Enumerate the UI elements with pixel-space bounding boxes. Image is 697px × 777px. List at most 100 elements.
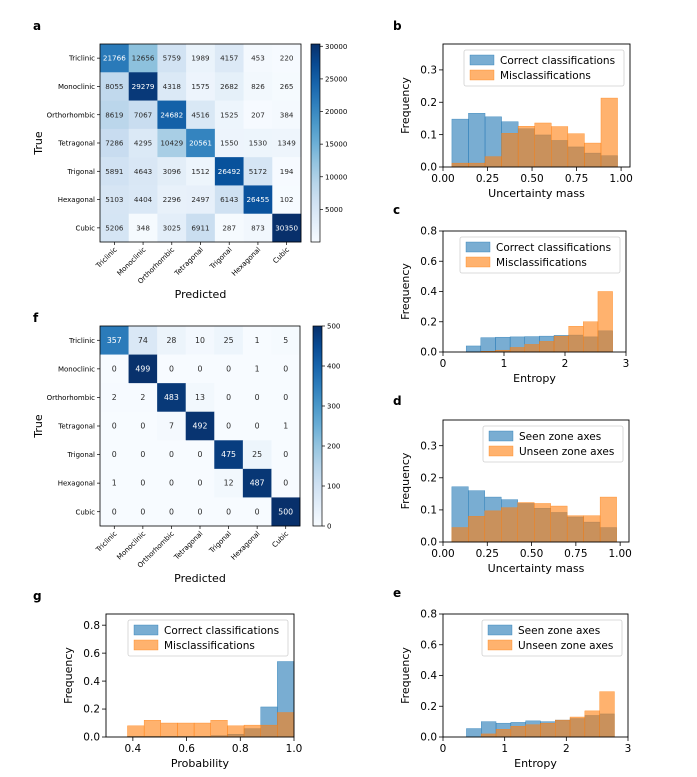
heatmap-cell — [100, 326, 129, 355]
x-tick-label: 1.0 — [286, 743, 303, 755]
cell-value: 1575 — [191, 82, 209, 91]
x-tick-label: 0.75 — [565, 173, 588, 185]
heatmap-cell — [128, 44, 158, 73]
histogram-bar — [597, 291, 613, 353]
heatmap-cell — [128, 72, 158, 101]
histogram-d: 0.00 0.25 0.50 0.75 1.00 0.0 0.1 0.2 0.3 Uncertai… — [399, 419, 632, 575]
cell-value: 1 — [112, 479, 117, 488]
heatmap-cell — [243, 44, 273, 73]
cell-value: 10429 — [160, 139, 183, 148]
y-tick-label: Monoclinic — [58, 365, 95, 373]
confusion-matrix-a: 21766 12656 5759 1989 4157 453 220 8055 29279 431… — [32, 43, 347, 301]
cell-value: 453 — [251, 54, 265, 63]
heatmap-cell — [100, 128, 130, 158]
y-tick-label: 0.4 — [420, 286, 437, 298]
y-tick-label: 0.2 — [420, 701, 437, 713]
legend-swatch — [487, 639, 513, 651]
y-axis-label: Frequency — [399, 452, 412, 509]
cell-value: 2497 — [191, 195, 209, 204]
cell-value: 0 — [198, 364, 203, 373]
heatmap-cell — [242, 383, 272, 413]
cell-value: 0 — [198, 450, 203, 459]
cell-value: 1550 — [220, 139, 239, 148]
heatmap-cell — [243, 213, 273, 243]
cell-value: 1989 — [191, 54, 210, 63]
histogram-bar — [501, 507, 518, 543]
heatmap-cell — [157, 411, 187, 441]
cell-value: 0 — [112, 364, 117, 373]
histogram-bar — [127, 725, 145, 738]
x-tick-label: 2 — [563, 743, 570, 755]
heatmap-cell — [243, 157, 273, 186]
heatmap-cell — [214, 72, 244, 101]
cell-value: 4516 — [191, 110, 210, 119]
legend-swatch — [488, 430, 514, 442]
heatmap-cell — [214, 497, 244, 527]
cell-value: 7286 — [105, 139, 124, 148]
x-tick-label: Cubic — [271, 530, 291, 550]
y-tick-label: 0.1 — [420, 505, 437, 517]
heatmap-cell — [271, 326, 301, 355]
heatmap-cell — [214, 44, 244, 73]
legend: Correct classifications Misclassification… — [127, 619, 289, 657]
histogram-bar — [583, 515, 601, 543]
x-axis-label: Uncertainty mass — [488, 187, 585, 200]
heatmap-cell — [100, 383, 129, 413]
legend: Correct classifications Misclassification… — [459, 236, 621, 274]
heatmap-cell — [272, 213, 302, 243]
cell-value: 0 — [169, 479, 174, 488]
cell-value: 0 — [112, 422, 117, 431]
y-tick-label: Cubic — [75, 224, 95, 232]
x-tick-label: Cubic — [272, 246, 292, 266]
histogram-bar — [227, 725, 245, 738]
panel-label-c: c — [393, 203, 400, 217]
heatmap-cell — [185, 383, 215, 413]
x-tick-label: 0.25 — [476, 548, 499, 560]
cell-value: 30350 — [275, 223, 298, 232]
colorbar-tick-label: 500 — [327, 323, 340, 331]
histogram-bar — [481, 733, 497, 738]
y-tick-label: 0.4 — [420, 670, 437, 682]
histogram-bar — [510, 726, 526, 738]
heatmap-cell — [128, 185, 158, 215]
histogram-bar — [567, 133, 585, 168]
cell-value: 5103 — [105, 195, 123, 204]
heatmap-cell — [157, 157, 187, 186]
cell-value: 1349 — [277, 139, 296, 148]
panel-label-e: e — [393, 586, 401, 600]
cell-value: 0 — [255, 422, 260, 431]
heatmap-cell — [242, 411, 272, 441]
cell-value: 2296 — [163, 195, 182, 204]
y-axis-label: True — [32, 414, 45, 439]
y-tick-label: 0.0 — [420, 732, 437, 744]
panel-label-a: a — [33, 19, 41, 33]
cell-value: 0 — [198, 507, 203, 516]
legend-box — [481, 619, 623, 657]
heatmap-cell — [100, 213, 130, 243]
heatmap-cell — [272, 157, 302, 186]
histogram-g: 0.4 0.6 0.8 1.00.00.20.40.60.8ProbabilityFr… — [62, 613, 303, 770]
histogram-bar — [468, 162, 486, 168]
histogram-c: 0 1 2 3 0.0 0.2 0.4 0.6 0.8 Entropy Frequency Corre… — [399, 226, 629, 385]
histogram-bar — [550, 505, 568, 543]
heatmap-cell — [100, 157, 130, 186]
y-tick-label: 0.6 — [83, 648, 100, 660]
histogram-bar — [525, 724, 541, 738]
x-axis-label: Entropy — [514, 757, 557, 770]
y-axis-label: Frequency — [399, 77, 412, 134]
histogram-bar — [468, 516, 486, 543]
histogram-bar — [568, 326, 584, 353]
y-tick-label: Trigonal — [67, 168, 96, 176]
axes-frame — [105, 613, 295, 738]
x-tick-label: 2 — [562, 358, 569, 370]
legend: Correct classifications Misclassification… — [463, 49, 625, 87]
y-tick-label: Trigonal — [67, 451, 96, 459]
legend-box — [459, 236, 621, 274]
heatmap-cell — [185, 468, 215, 498]
y-tick-label: 0.6 — [420, 639, 437, 651]
cell-value: 826 — [251, 82, 265, 91]
legend-entry: Unseen zone axes — [519, 446, 614, 458]
cell-value: 357 — [107, 336, 122, 345]
cell-value: 1 — [255, 364, 260, 373]
heatmap-cell — [128, 326, 158, 355]
